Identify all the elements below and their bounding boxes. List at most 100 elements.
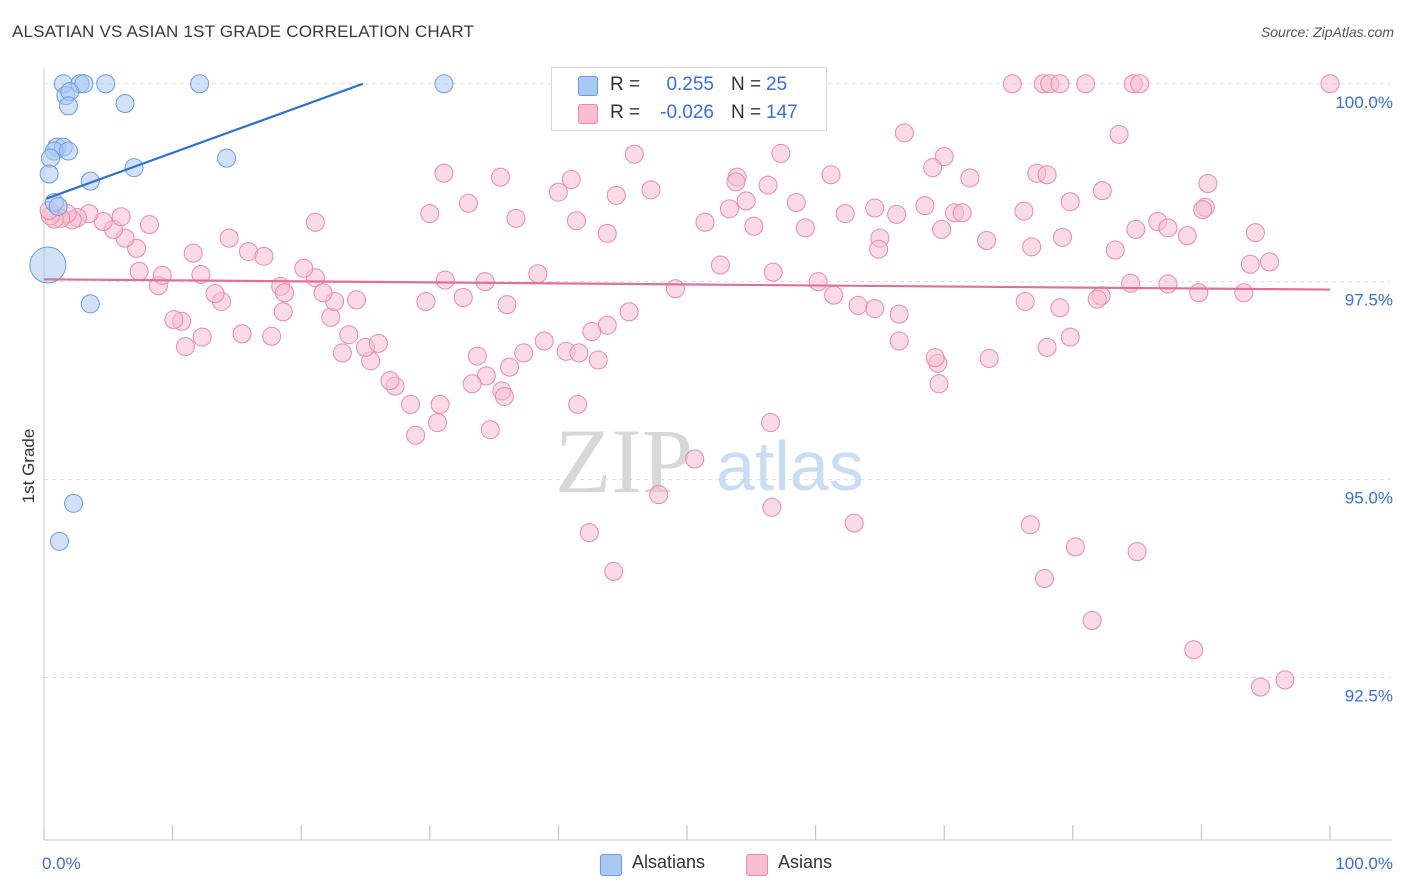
asian-point [624, 144, 644, 164]
asian-point [641, 180, 661, 200]
alsatian-point [434, 74, 454, 94]
asian-point [183, 243, 203, 263]
asian-point [500, 357, 520, 377]
asian-point [771, 143, 791, 163]
asian-point [960, 168, 980, 188]
asian-point [1037, 337, 1057, 357]
asian-point [665, 279, 685, 299]
asian-point [152, 265, 172, 285]
asian-point [548, 182, 568, 202]
asian-point [1022, 237, 1042, 257]
asian-point [1015, 291, 1035, 311]
r-label: R = [610, 102, 641, 123]
asians-legend-swatch [746, 854, 768, 876]
chart-title: ALSATIAN VS ASIAN 1ST GRADE CORRELATION … [12, 22, 475, 41]
asian-point [588, 350, 608, 370]
alsatian-point [96, 74, 116, 94]
asian-point [726, 172, 746, 192]
asian-point [561, 170, 581, 190]
asian-point [305, 212, 325, 232]
asian-point [1121, 273, 1141, 293]
asian-point [1193, 200, 1213, 220]
alsatian-point [40, 148, 60, 168]
asian-point [430, 394, 450, 414]
asian-point [506, 208, 526, 228]
alsatians-trend-line [46, 82, 364, 200]
asian-point [762, 497, 782, 517]
points-layer [29, 74, 1340, 697]
asian-point [339, 325, 359, 345]
asian-point [889, 304, 909, 324]
y-axis-label: 1st Grade [19, 429, 38, 504]
asian-point [467, 346, 487, 366]
correlation-legend: R = 0.255 N = 25 R = -0.026 N = 147 [551, 67, 827, 131]
x-tick-label: 0.0% [42, 854, 81, 873]
asian-point [1082, 611, 1102, 630]
asians-trend-line [43, 278, 1331, 291]
asian-point [606, 185, 626, 205]
asian-point [416, 291, 436, 311]
asian-point [808, 272, 828, 292]
watermark-atlas: atlas [716, 427, 864, 505]
y-tick-label: 92.5% [1345, 687, 1393, 706]
y-tick-label: 95.0% [1345, 489, 1393, 508]
asian-point [294, 258, 314, 278]
asian-point [1275, 670, 1295, 690]
x-tick-label: 100.0% [1335, 854, 1393, 873]
asian-point [273, 302, 293, 322]
asian-point [619, 302, 639, 322]
asian-point [977, 231, 997, 250]
asian-point [1076, 74, 1096, 94]
asian-point [192, 327, 212, 347]
asian-point [1126, 219, 1146, 239]
asian-point [1014, 201, 1034, 221]
asian-point [925, 348, 945, 368]
asian-point [528, 264, 548, 284]
asian-point [219, 228, 239, 248]
asian-point [232, 324, 252, 344]
asian-point [1109, 124, 1129, 144]
legend-label: Asians [778, 852, 833, 872]
asian-point [835, 204, 855, 224]
source-label: Source: ZipAtlas.com [1260, 24, 1394, 40]
asian-point [736, 191, 756, 211]
asian-point [346, 290, 366, 310]
asian-point [1127, 542, 1147, 562]
asian-point [380, 371, 400, 391]
asian-point [497, 295, 517, 315]
r-label: R = [610, 74, 641, 95]
asian-point [313, 283, 333, 303]
asian-point [1050, 74, 1070, 94]
asian-point [1184, 640, 1204, 660]
alsatian-point [80, 171, 100, 191]
asian-point [1035, 569, 1055, 589]
asian-point [1158, 274, 1178, 294]
asian-point [979, 348, 999, 368]
alsatian-point [58, 96, 78, 116]
asian-point [915, 196, 935, 216]
asian-point [401, 394, 421, 414]
asian-point [1105, 240, 1125, 260]
asian-point [191, 265, 211, 285]
asian-point [1260, 252, 1280, 272]
asian-point [695, 212, 715, 232]
asian-point [494, 386, 514, 406]
asian-point [889, 331, 909, 351]
alsatians-legend-swatch [600, 854, 622, 876]
asian-point [453, 288, 473, 307]
asians-swatch [578, 104, 598, 124]
asian-point [1320, 74, 1340, 94]
legend-row-asians: R = -0.026 N = 147 [552, 100, 826, 128]
alsatian-point [190, 74, 210, 94]
axis-layer: 100.0% 97.5% 95.0% 92.5% 0.0% 100.0% [42, 68, 1393, 873]
alsatian-point [217, 148, 237, 168]
asian-point [744, 216, 764, 236]
alsatian-point [29, 246, 67, 284]
asian-point [848, 295, 868, 315]
trend-layer [43, 82, 1331, 291]
asian-point [428, 413, 448, 433]
asian-point [321, 307, 341, 327]
asian-point [434, 163, 454, 183]
asian-point [1050, 298, 1070, 318]
